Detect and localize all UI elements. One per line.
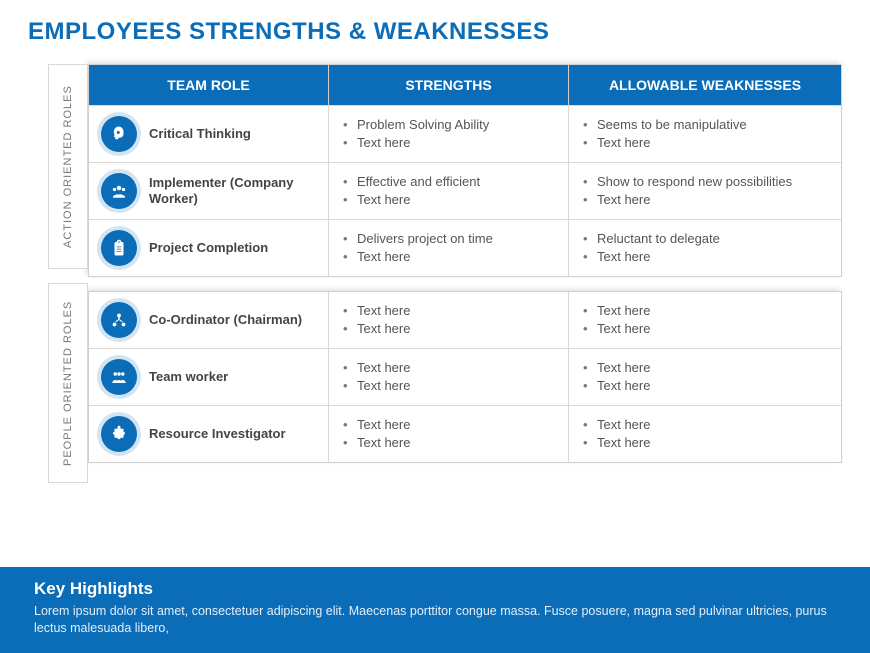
- role-cell: Project Completion: [89, 220, 329, 276]
- weaknesses-cell: Seems to be manipulative Text here: [569, 106, 841, 162]
- bullet: Text here: [581, 134, 747, 152]
- bullet: Text here: [341, 434, 410, 452]
- bullet: Text here: [581, 302, 650, 320]
- key-highlights-footer: Key Highlights Lorem ipsum dolor sit ame…: [0, 567, 870, 653]
- bullet: Text here: [341, 302, 410, 320]
- weaknesses-cell: Text here Text here: [569, 292, 841, 348]
- strengths-cell: Effective and efficient Text here: [329, 163, 569, 219]
- strengths-cell: Text here Text here: [329, 349, 569, 405]
- team-icon: [101, 359, 137, 395]
- section-label-people: PEOPLE ORIENTED ROLES: [48, 283, 88, 483]
- role-cell: Resource Investigator: [89, 406, 329, 462]
- bullet: Text here: [341, 191, 480, 209]
- bullet: Text here: [581, 248, 720, 266]
- bullet: Seems to be manipulative: [581, 116, 747, 134]
- table-row: Resource Investigator Text here Text her…: [89, 405, 841, 462]
- section-label-action: ACTION ORIENTED ROLES: [48, 64, 88, 269]
- strengths-cell: Text here Text here: [329, 292, 569, 348]
- slide: EMPLOYEES STRENGTHS & WEAKNESSES ACTION …: [0, 0, 870, 653]
- role-cell: Critical Thinking: [89, 106, 329, 162]
- bullet: Text here: [581, 191, 792, 209]
- bullet: Text here: [341, 377, 410, 395]
- strengths-cell: Text here Text here: [329, 406, 569, 462]
- weaknesses-cell: Show to respond new possibilities Text h…: [569, 163, 841, 219]
- bullet: Problem Solving Ability: [341, 116, 489, 134]
- bullet: Text here: [341, 248, 493, 266]
- head-profile-icon: [101, 116, 137, 152]
- bullet: Text here: [581, 377, 650, 395]
- footer-text: Lorem ipsum dolor sit amet, consectetuer…: [34, 603, 836, 637]
- people-group-icon: [101, 173, 137, 209]
- side-labels: ACTION ORIENTED ROLES PEOPLE ORIENTED RO…: [48, 64, 88, 483]
- weaknesses-cell: Text here Text here: [569, 349, 841, 405]
- role-cell: Implementer (Company Worker): [89, 163, 329, 219]
- strengths-cell: Problem Solving Ability Text here: [329, 106, 569, 162]
- weaknesses-cell: Reluctant to delegate Text here: [569, 220, 841, 276]
- footer-title: Key Highlights: [34, 579, 836, 599]
- table-header: TEAM ROLE STRENGTHS ALLOWABLE WEAKNESSES: [89, 65, 841, 105]
- table-row: Implementer (Company Worker) Effective a…: [89, 162, 841, 219]
- role-cell: Co-Ordinator (Chairman): [89, 292, 329, 348]
- table-row: Project Completion Delivers project on t…: [89, 219, 841, 276]
- header-strengths: STRENGTHS: [329, 65, 569, 105]
- bullet: Text here: [581, 320, 650, 338]
- header-weaknesses: ALLOWABLE WEAKNESSES: [569, 65, 841, 105]
- tables-container: TEAM ROLE STRENGTHS ALLOWABLE WEAKNESSES…: [88, 64, 842, 483]
- clipboard-icon: [101, 230, 137, 266]
- role-name: Critical Thinking: [149, 126, 251, 142]
- table-row: Team worker Text here Text here Text her…: [89, 348, 841, 405]
- role-name: Resource Investigator: [149, 426, 286, 442]
- role-cell: Team worker: [89, 349, 329, 405]
- slide-title: EMPLOYEES STRENGTHS & WEAKNESSES: [28, 18, 842, 46]
- table-people-oriented: Co-Ordinator (Chairman) Text here Text h…: [88, 291, 842, 463]
- role-name: Project Completion: [149, 240, 268, 256]
- bullet: Delivers project on time: [341, 230, 493, 248]
- bullet: Text here: [341, 320, 410, 338]
- puzzle-icon: [101, 416, 137, 452]
- content-area: ACTION ORIENTED ROLES PEOPLE ORIENTED RO…: [48, 64, 842, 483]
- role-name: Implementer (Company Worker): [149, 175, 316, 208]
- weaknesses-cell: Text here Text here: [569, 406, 841, 462]
- bullet: Text here: [581, 416, 650, 434]
- role-name: Co-Ordinator (Chairman): [149, 312, 302, 328]
- role-name: Team worker: [149, 369, 228, 385]
- bullet: Text here: [341, 359, 410, 377]
- bullet: Text here: [341, 134, 489, 152]
- bullet: Text here: [341, 416, 410, 434]
- strengths-cell: Delivers project on time Text here: [329, 220, 569, 276]
- header-role: TEAM ROLE: [89, 65, 329, 105]
- bullet: Text here: [581, 434, 650, 452]
- table-row: Critical Thinking Problem Solving Abilit…: [89, 105, 841, 162]
- table-action-oriented: TEAM ROLE STRENGTHS ALLOWABLE WEAKNESSES…: [88, 64, 842, 277]
- bullet: Reluctant to delegate: [581, 230, 720, 248]
- bullet: Show to respond new possibilities: [581, 173, 792, 191]
- table-row: Co-Ordinator (Chairman) Text here Text h…: [89, 292, 841, 348]
- org-tree-icon: [101, 302, 137, 338]
- bullet: Effective and efficient: [341, 173, 480, 191]
- bullet: Text here: [581, 359, 650, 377]
